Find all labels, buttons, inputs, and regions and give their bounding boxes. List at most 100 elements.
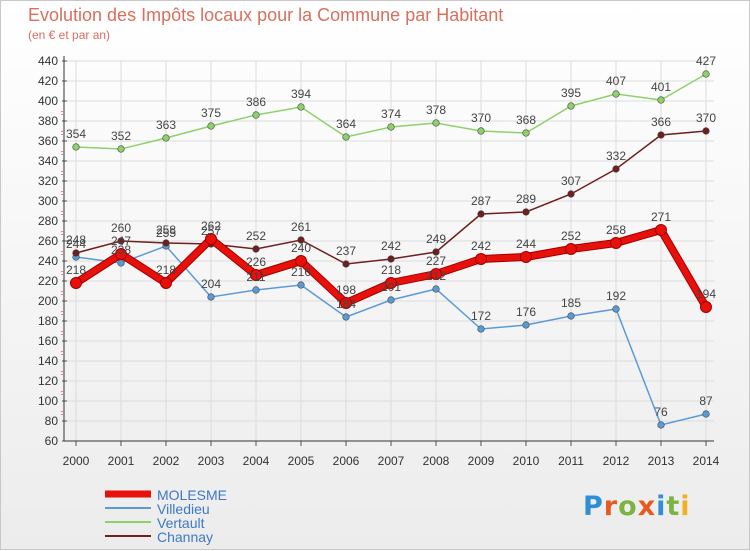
data-point-channay [522, 208, 530, 216]
data-label-molesme: 218 [156, 263, 176, 277]
data-point-villedieu [522, 321, 530, 329]
y-tick-label: 140 [38, 354, 58, 368]
data-label-molesme: 240 [291, 241, 311, 255]
y-tick-label: 160 [38, 334, 58, 348]
logo-letter: r [603, 491, 619, 522]
data-point-channay [387, 255, 395, 263]
data-point-molesme [250, 269, 262, 281]
data-label-villedieu: 211 [246, 270, 265, 284]
data-point-channay [72, 249, 80, 257]
y-tick-label: 120 [38, 374, 58, 388]
data-point-molesme [655, 224, 667, 236]
data-label-villedieu: 192 [606, 289, 626, 303]
data-label-molesme: 252 [561, 229, 581, 243]
y-tick-label: 400 [38, 94, 58, 108]
data-label-channay: 366 [651, 115, 671, 129]
data-label-channay: 332 [606, 149, 626, 163]
data-label-vertault: 401 [651, 80, 671, 94]
data-point-vertault [657, 96, 665, 104]
data-point-villedieu [252, 286, 260, 294]
data-label-channay: 258 [156, 223, 176, 237]
data-point-villedieu [567, 312, 575, 320]
data-label-villedieu: 172 [471, 309, 491, 323]
y-tick-label: 420 [38, 74, 58, 88]
data-label-vertault: 407 [606, 74, 626, 88]
data-label-channay: 242 [381, 239, 401, 253]
data-label-vertault: 370 [471, 111, 491, 125]
data-point-channay [657, 131, 665, 139]
x-tick-label: 2012 [603, 454, 630, 468]
data-point-vertault [432, 119, 440, 127]
data-point-channay [612, 165, 620, 173]
data-point-vertault [702, 70, 710, 78]
data-point-molesme [115, 248, 127, 260]
y-tick-label: 440 [38, 54, 58, 68]
data-point-villedieu [387, 296, 395, 304]
data-point-vertault [72, 143, 80, 151]
data-label-molesme: 247 [111, 234, 131, 248]
logo-letter: P [583, 491, 604, 522]
data-label-molesme: 226 [246, 255, 266, 269]
y-tick-label: 80 [45, 414, 59, 428]
data-label-vertault: 363 [156, 118, 176, 132]
data-point-molesme [160, 277, 172, 289]
data-point-molesme [430, 268, 442, 280]
x-tick-label: 2014 [693, 454, 720, 468]
data-point-vertault [387, 123, 395, 131]
y-tick-label: 380 [38, 114, 58, 128]
data-point-villedieu [432, 285, 440, 293]
data-label-vertault: 394 [291, 87, 311, 101]
x-tick-label: 2011 [558, 454, 584, 468]
y-tick-label: 320 [38, 174, 58, 188]
data-label-vertault: 352 [111, 129, 131, 143]
data-label-molesme: 262 [201, 219, 221, 233]
data-point-channay [117, 237, 125, 245]
data-point-channay [432, 248, 440, 256]
y-tick-label: 280 [38, 214, 58, 228]
data-point-channay [252, 245, 260, 253]
data-point-vertault [252, 111, 260, 119]
x-tick-label: 2013 [648, 454, 675, 468]
data-point-vertault [117, 145, 125, 153]
data-label-molesme: 198 [336, 283, 356, 297]
data-label-vertault: 368 [516, 113, 536, 127]
data-point-molesme [475, 253, 487, 265]
data-label-villedieu: 176 [516, 305, 536, 319]
data-label-vertault: 427 [696, 54, 716, 68]
data-label-channay: 287 [471, 194, 491, 208]
data-label-vertault: 378 [426, 103, 446, 117]
data-label-channay: 260 [111, 221, 131, 235]
logo-letter: o [618, 491, 638, 522]
data-label-molesme: 218 [66, 263, 86, 277]
data-point-villedieu [702, 410, 710, 418]
x-tick-label: 2007 [378, 454, 405, 468]
data-point-channay [567, 190, 575, 198]
data-point-vertault [567, 102, 575, 110]
y-tick-label: 60 [45, 434, 59, 448]
data-point-channay [702, 127, 710, 135]
x-tick-label: 2008 [423, 454, 450, 468]
data-label-villedieu: 201 [381, 280, 401, 294]
data-label-villedieu: 238 [111, 243, 131, 257]
data-point-villedieu [657, 421, 665, 429]
data-point-molesme [700, 301, 712, 313]
data-label-vertault: 374 [381, 107, 401, 121]
data-label-molesme: 244 [516, 237, 536, 251]
y-tick-label: 180 [38, 314, 58, 328]
data-label-channay: 370 [696, 111, 716, 125]
data-label-molesme: 227 [426, 254, 446, 268]
proxiti-logo: Proxiti [583, 491, 691, 522]
chart-title: Evolution des Impôts locaux pour la Comm… [28, 5, 504, 25]
data-label-molesme: 258 [606, 223, 626, 237]
data-label-villedieu: 76 [654, 405, 668, 419]
y-tick-label: 360 [38, 134, 58, 148]
x-tick-label: 2003 [198, 454, 225, 468]
data-label-vertault: 386 [246, 95, 266, 109]
data-point-molesme [295, 255, 307, 267]
data-label-villedieu: 216 [291, 265, 311, 279]
data-label-villedieu: 184 [336, 297, 356, 311]
y-tick-label: 200 [38, 294, 58, 308]
data-point-molesme [340, 297, 352, 309]
